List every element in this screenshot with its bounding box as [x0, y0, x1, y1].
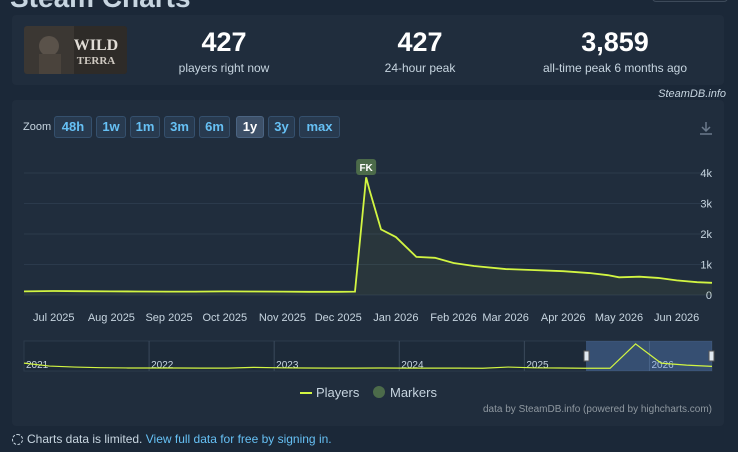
y-tick-label: 0	[706, 290, 712, 302]
y-tick-label: 2k	[700, 229, 712, 241]
zoom-button-max[interactable]: max	[299, 116, 340, 138]
zoom-button-1w[interactable]: 1w	[96, 116, 126, 138]
svg-text:TERRA: TERRA	[77, 55, 116, 67]
peak-24h-value: 427	[397, 27, 443, 57]
x-tick-label: Sep 2025	[145, 312, 192, 324]
series-area	[24, 177, 712, 295]
steamdb-credit[interactable]: SteamDB.info	[658, 88, 726, 100]
zoom-button-48h[interactable]: 48h	[54, 116, 92, 138]
game-logo: WILD TERRA	[24, 26, 127, 74]
navigator-year-label: 2026	[651, 360, 674, 371]
y-tick-label: 3k	[700, 199, 712, 211]
legend-label-players: Players	[316, 385, 360, 400]
footer-notice: Charts data is limited. View full data f…	[12, 432, 332, 446]
navigator-year-label: 2025	[526, 360, 549, 371]
navigator-year-label: 2022	[151, 360, 174, 371]
highcharts-credit: data by SteamDB.info (powered by highcha…	[483, 404, 712, 415]
dashed-circle-icon	[12, 434, 23, 445]
svg-text:WILD: WILD	[74, 37, 118, 54]
navigator-bg	[23, 340, 713, 372]
zoom-button-1y[interactable]: 1y	[236, 116, 264, 138]
alltime-peak-value: 3,859	[581, 27, 649, 57]
navigator-year-label: 2024	[401, 360, 424, 371]
alltime-peak-label: all-time peak 6 months ago	[542, 61, 688, 75]
players-now-value: 427	[201, 27, 247, 57]
navigator-selection	[586, 341, 712, 371]
x-tick-label: Oct 2025	[203, 312, 248, 324]
navigator-year-label: 2023	[276, 360, 299, 371]
players-now-label: players right now	[178, 61, 270, 75]
legend-label-markers: Markers	[390, 385, 437, 400]
navigator-line	[23, 343, 713, 369]
marker-badge	[356, 159, 377, 175]
download-icon[interactable]	[698, 120, 714, 141]
zoom-button-6m[interactable]: 6m	[199, 116, 230, 138]
zoom-button-3m[interactable]: 3m	[164, 116, 195, 138]
peak-24h-label: 24-hour peak	[384, 61, 456, 75]
series-line-players	[23, 177, 713, 293]
x-tick-label: Jun 2026	[654, 312, 699, 324]
x-tick-label: Jan 2026	[373, 312, 418, 324]
sign-in-link[interactable]: View full data for free by signing in.	[145, 432, 332, 446]
legend-swatch-markers	[373, 386, 385, 398]
navigator-year-label: 2021	[26, 360, 49, 371]
x-tick-label: Dec 2025	[315, 312, 362, 324]
chart-panel: Zoom 48h 1w 1m 3m 6m 1y 3y max 0 1k 2k 3k 4k Jul 202…	[12, 100, 724, 426]
x-tick-label: Aug 2025	[88, 312, 135, 324]
zoom-button-1m[interactable]: 1m	[130, 116, 160, 138]
header-button[interactable]	[652, 0, 728, 2]
x-tick-label: Feb 2026	[430, 312, 476, 324]
navigator-handle-left	[583, 350, 590, 362]
x-tick-label: May 2026	[595, 312, 643, 324]
page-title: Steam Charts	[10, 0, 191, 14]
x-tick-label: Apr 2026	[541, 312, 586, 324]
x-tick-label: Mar 2026	[482, 312, 528, 324]
zoom-button-3y[interactable]: 3y	[268, 116, 295, 138]
x-tick-label: Nov 2025	[259, 312, 306, 324]
y-tick-label: 4k	[700, 168, 712, 180]
marker-label: FK	[359, 163, 373, 174]
x-tick-label: Jul 2025	[33, 312, 75, 324]
navigator-handle-right	[708, 350, 715, 362]
player-chart[interactable]: 0 1k 2k 3k 4k Jul 2025 Aug 2025 Sep 2025 Oct 202…	[12, 100, 724, 426]
y-tick-label: 1k	[700, 260, 712, 272]
zoom-label: Zoom	[23, 121, 52, 133]
players-now-stat: 427 players right now	[144, 27, 304, 75]
footer-text: Charts data is limited.	[27, 432, 143, 446]
stats-panel: WILD TERRA 427 players right now 427 24-…	[12, 15, 724, 85]
peak-24h-stat: 427 24-hour peak	[340, 27, 500, 75]
alltime-peak-stat: 3,859 all-time peak 6 months ago	[535, 27, 695, 75]
